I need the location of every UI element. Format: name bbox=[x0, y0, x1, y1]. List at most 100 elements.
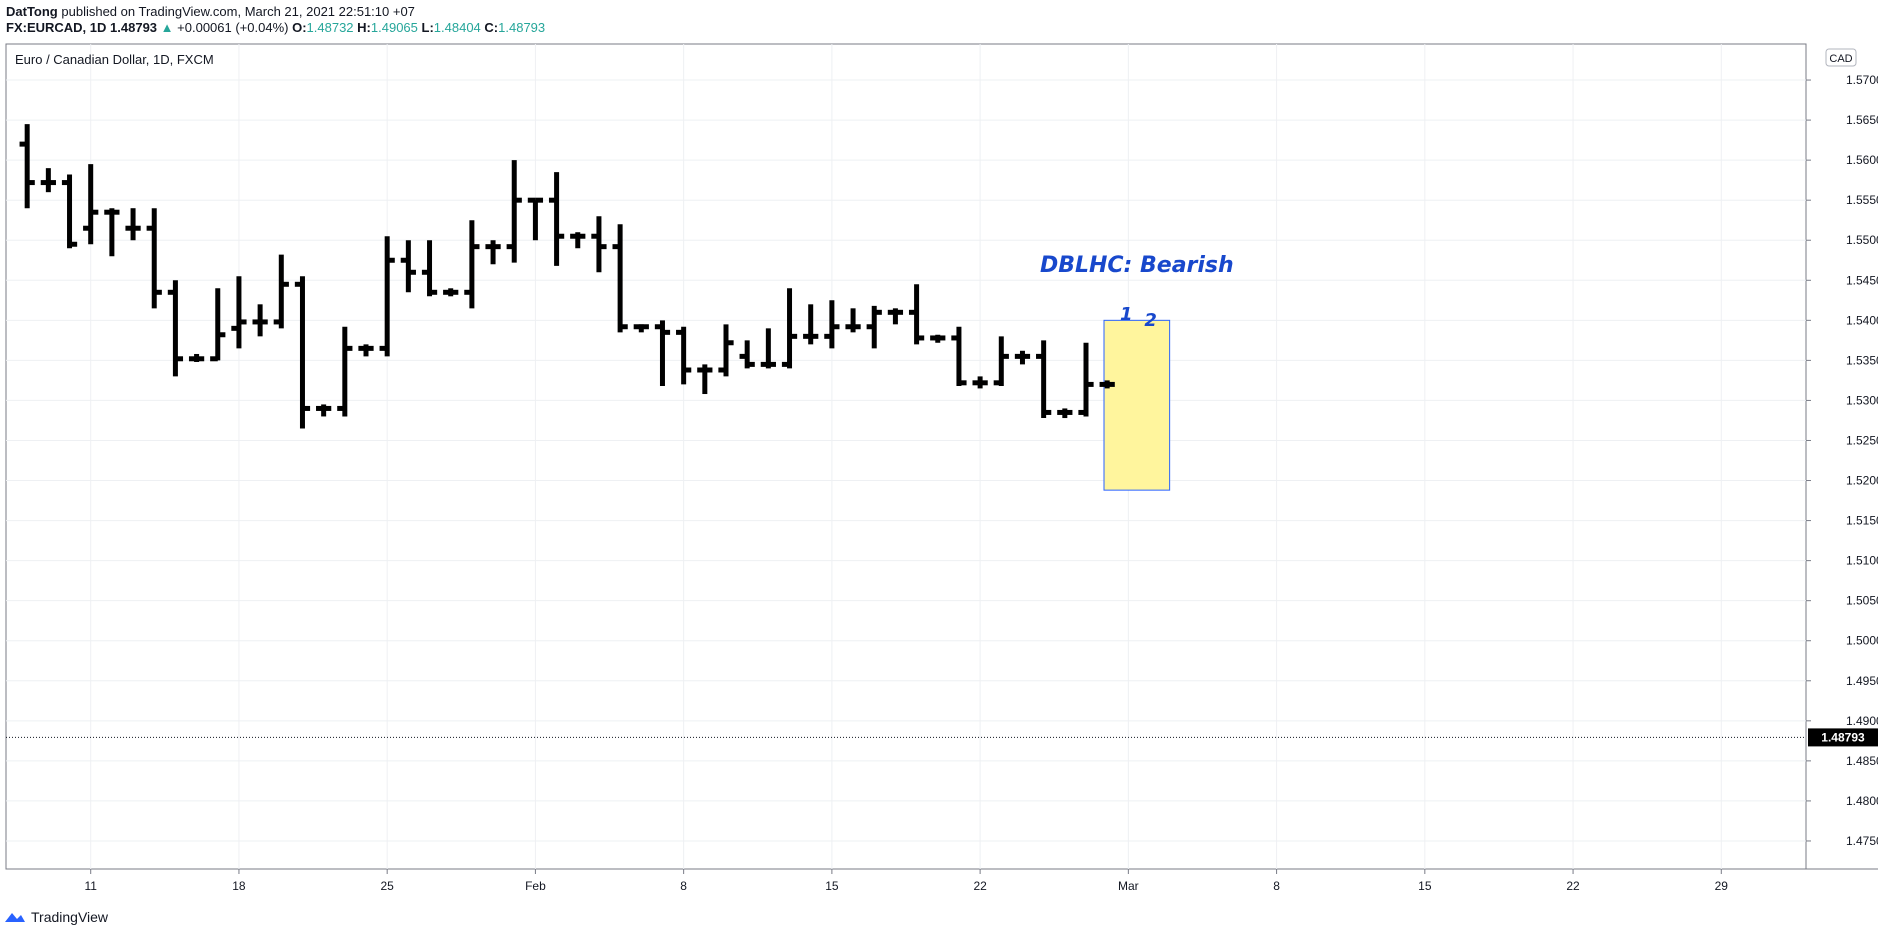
ohlc-bar bbox=[824, 300, 840, 349]
plot-frame bbox=[5, 43, 1807, 870]
price-tick-label: 1.51500 bbox=[1846, 514, 1878, 528]
ohlc-bar bbox=[252, 304, 268, 337]
ohlc-bar bbox=[1014, 350, 1031, 365]
ohlc-bar bbox=[930, 334, 946, 343]
currency-label: CAD bbox=[1829, 53, 1852, 65]
ohlc-bar bbox=[654, 320, 671, 387]
open-value: 1.48732 bbox=[306, 20, 354, 35]
price-tick-label: 1.49500 bbox=[1846, 674, 1878, 688]
time-tick-label: 29 bbox=[1715, 879, 1729, 893]
ohlc-bar bbox=[760, 328, 776, 369]
ohlc-bar bbox=[527, 197, 544, 241]
time-tick-label: 8 bbox=[680, 879, 687, 893]
highlight-box bbox=[1103, 319, 1171, 491]
chart-header: DatTong published on TradingView.com, Ma… bbox=[6, 4, 545, 36]
low-label: L: bbox=[421, 20, 434, 35]
price-tick-label: 1.52500 bbox=[1846, 433, 1878, 447]
ohlc-bar bbox=[146, 208, 162, 309]
price-tick-label: 1.50500 bbox=[1846, 594, 1878, 608]
price-tick-label: 1.51000 bbox=[1846, 554, 1878, 568]
price-tick-label: 1.53000 bbox=[1846, 393, 1878, 407]
price-tick-label: 1.54500 bbox=[1846, 273, 1878, 287]
ohlc-bar bbox=[188, 353, 205, 362]
ohlc-bar bbox=[443, 288, 459, 297]
price-tick-label: 1.52000 bbox=[1846, 474, 1878, 488]
price-tick-label: 1.48000 bbox=[1846, 794, 1878, 808]
symbol-label: FX:EURCAD, 1D bbox=[6, 20, 107, 35]
ohlc-bar bbox=[485, 240, 501, 265]
last-price-label: 1.48793 bbox=[1821, 730, 1865, 744]
ohlc-bar bbox=[633, 324, 649, 333]
price-tick-label: 1.48500 bbox=[1846, 754, 1878, 768]
high-value: 1.49065 bbox=[370, 20, 418, 35]
price-bars bbox=[19, 124, 1115, 429]
ohlc-bar bbox=[167, 280, 184, 377]
ohlc-bar bbox=[548, 172, 565, 266]
chart-title: Euro / Canadian Dollar, 1D, FXCM bbox=[15, 52, 214, 67]
ohlc-bar bbox=[676, 326, 692, 385]
close-label: C: bbox=[484, 20, 499, 35]
price-tick-label: 1.56000 bbox=[1846, 153, 1878, 167]
ohlc-bar bbox=[358, 344, 374, 357]
ohlc-bar bbox=[231, 276, 247, 349]
high-label: H: bbox=[357, 20, 371, 35]
time-tick-label: 15 bbox=[1418, 879, 1432, 893]
ohlc-bar bbox=[803, 304, 819, 345]
ohlc-bar bbox=[1057, 408, 1073, 419]
ohlc-bar bbox=[61, 174, 78, 249]
time-tick-label: 15 bbox=[825, 879, 839, 893]
price-tick-label: 1.47500 bbox=[1846, 834, 1878, 848]
time-tick-label: 11 bbox=[84, 879, 97, 893]
ohlc-bar bbox=[570, 232, 586, 249]
ohlc-bar bbox=[1099, 380, 1115, 389]
ohlc-bar bbox=[718, 324, 734, 377]
brand-name[interactable]: TradingView bbox=[31, 909, 109, 925]
ohlc-bar bbox=[739, 340, 755, 369]
low-value: 1.48404 bbox=[433, 20, 481, 35]
pattern-highlight bbox=[1103, 319, 1171, 491]
ohlc-bar bbox=[612, 224, 628, 333]
price-tick-label: 1.53500 bbox=[1846, 353, 1878, 367]
open-label: O: bbox=[292, 20, 307, 35]
grid bbox=[6, 44, 1806, 869]
price-change: +0.00061 (+0.04%) bbox=[177, 20, 289, 35]
time-tick-label: Mar bbox=[1118, 879, 1139, 893]
last-price-badge bbox=[1808, 728, 1878, 747]
time-tick-label: 22 bbox=[1566, 879, 1580, 893]
price-tick-label: 1.54000 bbox=[1846, 313, 1878, 327]
ohlc-bar bbox=[421, 240, 438, 297]
last-price: 1.48793 bbox=[110, 20, 158, 35]
footer: TradingView bbox=[4, 907, 108, 927]
ohlc-bar bbox=[1078, 342, 1094, 417]
price-tick-label: 1.57000 bbox=[1846, 73, 1878, 87]
annotations: Euro / Canadian Dollar, 1D, FXCM DBLHC: B… bbox=[6, 52, 1878, 747]
time-tick-label: Feb bbox=[525, 879, 546, 893]
ohlc-bar bbox=[104, 208, 120, 257]
ohlc-bar bbox=[316, 404, 332, 417]
price-tick-label: 1.49000 bbox=[1846, 714, 1878, 728]
pattern-annotation: DBLHC: Bearish bbox=[1040, 253, 1234, 278]
ohlc-bar bbox=[210, 288, 226, 362]
axes: 1.57000 1.56500 1.56000 1.55500 1.55000 1.545… bbox=[84, 48, 1878, 893]
author-name[interactable]: DatTong bbox=[6, 4, 58, 19]
publish-text: published on TradingView.com, March 21, … bbox=[61, 4, 415, 19]
ohlc-bar bbox=[887, 308, 904, 325]
time-tick-label: 22 bbox=[973, 879, 987, 893]
ohlc-bar bbox=[866, 305, 882, 349]
up-arrow-icon: ▲ bbox=[160, 20, 174, 35]
ohlc-bar bbox=[294, 276, 311, 429]
time-tick-label: 18 bbox=[232, 879, 246, 893]
publish-line: DatTong published on TradingView.com, Ma… bbox=[6, 4, 545, 20]
ohlc-bar bbox=[781, 288, 798, 369]
ohlc-bar bbox=[1036, 340, 1052, 419]
ohlc-bar bbox=[908, 284, 925, 345]
ohlc-bar bbox=[40, 168, 56, 193]
ohlc-bar bbox=[337, 326, 353, 417]
time-tick-label: 8 bbox=[1273, 879, 1280, 893]
ohlc-bar bbox=[273, 254, 289, 329]
ohlc-bar bbox=[125, 208, 141, 241]
close-value: 1.48793 bbox=[498, 20, 546, 35]
ohlc-bar bbox=[993, 336, 1009, 387]
ohlc-line: FX:EURCAD, 1D 1.48793 ▲ +0.00061 (+0.04%… bbox=[6, 20, 545, 36]
